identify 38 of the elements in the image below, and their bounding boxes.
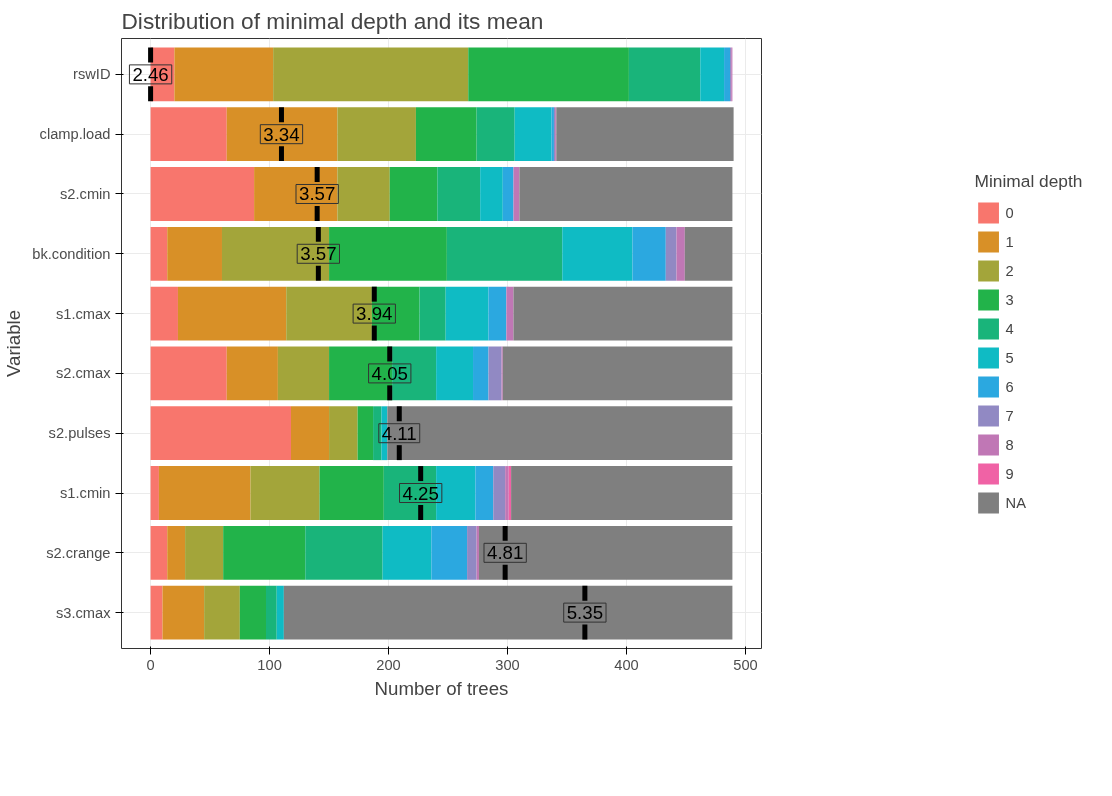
x-tick-label: 200 bbox=[376, 656, 401, 673]
annotation: 4.05 bbox=[371, 362, 408, 384]
x-axis-title: Number of trees bbox=[374, 677, 509, 699]
annotation: 2.46 bbox=[132, 63, 169, 85]
annotation: 4.81 bbox=[487, 542, 524, 564]
legend-title: Minimal depth bbox=[974, 170, 1083, 192]
y-tick-label: s1.cmax bbox=[55, 305, 112, 322]
y-tick-label: s2.pulses bbox=[48, 425, 111, 442]
x-tick-label: 100 bbox=[257, 656, 282, 673]
legend-label: 5 bbox=[1005, 348, 1015, 368]
legend-label: 4 bbox=[1005, 319, 1015, 339]
y-tick-label: s2.cmin bbox=[60, 185, 111, 202]
x-tick-label: 0 bbox=[146, 656, 155, 673]
y-tick-label: clamp.load bbox=[39, 126, 111, 143]
legend-label: 2 bbox=[1005, 261, 1015, 281]
legend-label: 1 bbox=[1005, 232, 1015, 252]
legend-label: 6 bbox=[1005, 377, 1015, 397]
y-tick-label: s1.cmin bbox=[60, 485, 111, 502]
legend-label: 3 bbox=[1005, 290, 1015, 310]
legend-label: 7 bbox=[1005, 406, 1015, 426]
y-tick-label: s3.cmax bbox=[55, 604, 112, 621]
x-tick-label: 300 bbox=[495, 656, 520, 673]
chart-title: Distribution of minimal depth and its mean bbox=[121, 7, 544, 34]
legend-label: 0 bbox=[1005, 203, 1015, 223]
annotation: 4.25 bbox=[402, 482, 439, 504]
y-tick-label: s2.crange bbox=[46, 544, 111, 561]
x-tick-label: 400 bbox=[614, 656, 639, 673]
x-tick-label: 500 bbox=[733, 656, 758, 673]
annotation: 3.57 bbox=[299, 183, 336, 205]
y-tick-label: rswID bbox=[73, 66, 111, 83]
legend-label: 9 bbox=[1005, 464, 1015, 484]
y-tick-label: bk.condition bbox=[32, 245, 111, 262]
legend-label: NA bbox=[1005, 493, 1026, 513]
annotation: 5.35 bbox=[566, 602, 604, 624]
y-tick-label: s2.cmax bbox=[55, 365, 112, 382]
legend-label: 8 bbox=[1005, 435, 1015, 455]
y-axis-title: Variable bbox=[3, 309, 25, 378]
annotation: 3.34 bbox=[263, 123, 300, 145]
